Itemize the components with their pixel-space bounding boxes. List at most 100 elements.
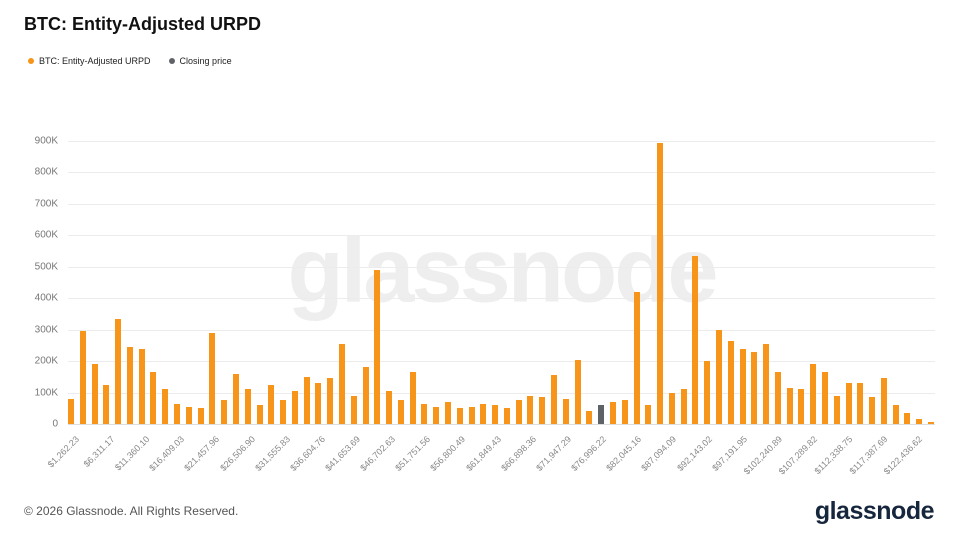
- urpd-bar[interactable]: [162, 389, 169, 424]
- urpd-bar[interactable]: [79, 331, 86, 424]
- urpd-bar[interactable]: [126, 347, 133, 424]
- glassnode-logo: glassnode: [814, 497, 935, 525]
- y-axis-tick-label: 700K: [34, 198, 58, 210]
- urpd-bar[interactable]: [350, 395, 357, 424]
- gridline: [68, 141, 935, 142]
- urpd-bar[interactable]: [833, 395, 840, 424]
- legend-label-urpd: BTC: Entity-Adjusted URPD: [39, 56, 151, 66]
- urpd-bar[interactable]: [657, 142, 664, 424]
- urpd-bar[interactable]: [362, 367, 369, 424]
- urpd-bar[interactable]: [197, 408, 204, 424]
- urpd-bar[interactable]: [751, 351, 758, 424]
- urpd-bar[interactable]: [174, 403, 181, 424]
- x-axis-tick-label: $21,457.96: [182, 434, 222, 473]
- urpd-bar[interactable]: [633, 291, 640, 424]
- urpd-bar[interactable]: [810, 364, 817, 424]
- urpd-bar[interactable]: [91, 364, 98, 424]
- urpd-bar[interactable]: [904, 413, 911, 424]
- y-axis-tick-label: 0: [52, 418, 58, 430]
- urpd-bar[interactable]: [480, 403, 487, 424]
- urpd-bar[interactable]: [409, 372, 416, 424]
- urpd-bar[interactable]: [115, 318, 122, 424]
- urpd-bar[interactable]: [256, 405, 263, 424]
- urpd-bar[interactable]: [68, 398, 74, 424]
- urpd-bar[interactable]: [574, 359, 581, 424]
- x-axis-tick-label: $31,555.83: [252, 434, 292, 473]
- urpd-bar[interactable]: [232, 373, 239, 424]
- urpd-bar[interactable]: [609, 402, 616, 424]
- urpd-bar[interactable]: [822, 372, 828, 424]
- urpd-bar[interactable]: [303, 376, 310, 424]
- urpd-bar[interactable]: [692, 255, 699, 424]
- urpd-bar[interactable]: [221, 400, 228, 424]
- y-axis-tick-label: 100K: [34, 387, 58, 399]
- urpd-bar[interactable]: [338, 343, 345, 424]
- urpd-bar[interactable]: [445, 402, 451, 424]
- gridline: [68, 361, 935, 363]
- urpd-bar[interactable]: [268, 384, 275, 424]
- urpd-bar[interactable]: [928, 422, 935, 424]
- urpd-bar[interactable]: [527, 395, 534, 424]
- gridline: [68, 203, 935, 205]
- urpd-bar[interactable]: [315, 383, 322, 424]
- urpd-bar[interactable]: [539, 397, 546, 424]
- gridline: [68, 424, 935, 425]
- urpd-bar[interactable]: [515, 400, 522, 424]
- plot-area: glassnode 0 100K 200K 300K 400K 500K 600K 700K 8…: [35, 136, 935, 476]
- x-axis-tick-label: $36,604.76: [288, 434, 327, 473]
- urpd-bar[interactable]: [798, 389, 805, 424]
- urpd-bar[interactable]: [621, 400, 628, 424]
- urpd-bar[interactable]: [209, 332, 216, 424]
- urpd-bar[interactable]: [916, 419, 923, 424]
- x-axis-tick-label: $56,800.49: [428, 434, 468, 473]
- urpd-bar[interactable]: [433, 406, 440, 424]
- urpd-bar[interactable]: [869, 397, 876, 424]
- urpd-bar[interactable]: [668, 392, 675, 424]
- urpd-bar[interactable]: [456, 408, 463, 424]
- urpd-bar[interactable]: [386, 391, 393, 424]
- urpd-bar[interactable]: [374, 269, 381, 424]
- urpd-bar[interactable]: [327, 378, 334, 424]
- urpd-bar[interactable]: [680, 389, 687, 424]
- urpd-bar[interactable]: [244, 389, 251, 424]
- urpd-bar[interactable]: [727, 340, 734, 424]
- legend-item-closing-price[interactable]: Closing price: [168, 56, 232, 66]
- urpd-bar[interactable]: [492, 405, 499, 424]
- y-axis-tick-label: 500K: [34, 261, 58, 273]
- urpd-bar[interactable]: [280, 400, 287, 424]
- x-axis-tick-label: $71,947.29: [534, 434, 574, 473]
- urpd-bar[interactable]: [704, 361, 711, 424]
- urpd-bar[interactable]: [562, 398, 569, 424]
- urpd-bar[interactable]: [715, 329, 722, 424]
- urpd-bar[interactable]: [468, 406, 475, 424]
- urpd-bar[interactable]: [138, 348, 145, 424]
- x-axis-tick-label: $6,311.17: [81, 434, 117, 469]
- urpd-bar[interactable]: [645, 405, 652, 424]
- urpd-bar[interactable]: [397, 400, 404, 424]
- urpd-bar[interactable]: [150, 372, 157, 424]
- urpd-bar[interactable]: [291, 391, 298, 424]
- urpd-bar[interactable]: [586, 411, 593, 424]
- urpd-bar[interactable]: [185, 406, 192, 424]
- legend-item-urpd[interactable]: BTC: Entity-Adjusted URPD: [28, 56, 151, 66]
- urpd-bar[interactable]: [857, 383, 864, 424]
- urpd-bar[interactable]: [103, 384, 110, 424]
- urpd-bar[interactable]: [421, 403, 428, 424]
- x-axis-tick-label: $11,360.10: [112, 434, 152, 473]
- urpd-bar[interactable]: [892, 405, 899, 424]
- urpd-bar[interactable]: [845, 383, 852, 424]
- urpd-bar[interactable]: [503, 408, 510, 424]
- x-axis-tick-label: $41,653.69: [323, 434, 363, 473]
- urpd-bar[interactable]: [739, 348, 746, 424]
- x-axis-labels: $1,262.23 $6,311.17 $11,360.10 $16,409.03 $2…: [46, 424, 935, 494]
- urpd-bar[interactable]: [551, 375, 558, 424]
- urpd-bar[interactable]: [880, 378, 887, 424]
- closing-price-bar[interactable]: [598, 405, 605, 424]
- gridline: [68, 329, 935, 331]
- urpd-bar[interactable]: [786, 387, 793, 424]
- urpd-bar[interactable]: [774, 372, 781, 424]
- legend: BTC: Entity-Adjusted URPD Closing price: [28, 56, 232, 66]
- legend-label-closing-price: Closing price: [179, 56, 232, 66]
- urpd-bar[interactable]: [763, 343, 770, 424]
